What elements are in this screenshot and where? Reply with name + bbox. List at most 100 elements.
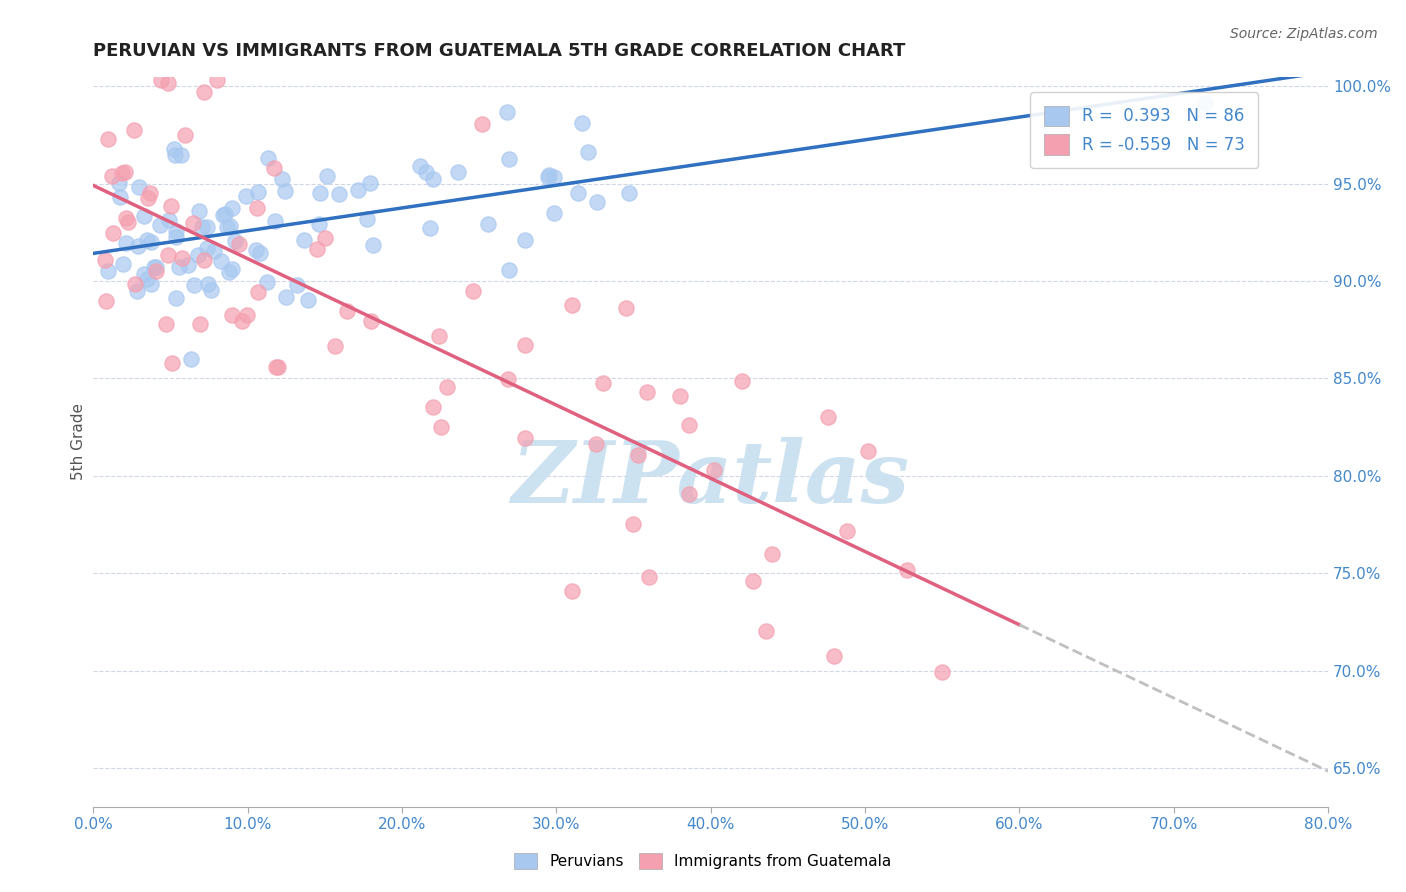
Point xyxy=(270,172,292,186)
Point xyxy=(592,376,614,390)
Point xyxy=(247,185,270,199)
Point xyxy=(193,253,215,268)
Point xyxy=(145,260,167,274)
Point xyxy=(567,186,589,201)
Point xyxy=(163,142,186,156)
Point xyxy=(638,570,661,584)
Point xyxy=(323,339,346,353)
Point xyxy=(160,356,183,370)
Point xyxy=(180,351,202,366)
Point xyxy=(165,225,187,239)
Point xyxy=(167,260,190,274)
Point xyxy=(143,260,166,275)
Point xyxy=(155,317,177,331)
Text: ZIPatlas: ZIPatlas xyxy=(512,436,910,520)
Point xyxy=(221,262,243,277)
Point xyxy=(1194,95,1216,110)
Point xyxy=(183,277,205,292)
Point xyxy=(561,298,583,312)
Point xyxy=(97,132,120,146)
Point xyxy=(543,170,565,185)
Point xyxy=(141,277,163,291)
Point xyxy=(114,165,136,179)
Point xyxy=(703,463,725,477)
Point xyxy=(122,123,145,137)
Point xyxy=(235,188,257,202)
Point xyxy=(117,215,139,229)
Point xyxy=(165,148,187,162)
Legend: Peruvians, Immigrants from Guatemala: Peruvians, Immigrants from Guatemala xyxy=(508,847,898,875)
Point xyxy=(498,263,520,277)
Point xyxy=(359,176,381,190)
Point xyxy=(274,290,297,304)
Point xyxy=(200,283,222,297)
Point xyxy=(134,267,156,281)
Point xyxy=(212,208,235,222)
Point xyxy=(422,400,444,414)
Point xyxy=(177,258,200,272)
Point xyxy=(515,234,537,248)
Point xyxy=(209,253,232,268)
Point xyxy=(308,186,330,201)
Point xyxy=(285,278,308,293)
Point xyxy=(858,444,880,458)
Point xyxy=(224,234,246,248)
Point xyxy=(409,159,432,173)
Point xyxy=(314,231,336,245)
Point xyxy=(346,183,368,197)
Point xyxy=(263,161,285,176)
Point xyxy=(817,410,839,425)
Point xyxy=(195,241,218,255)
Point xyxy=(128,180,150,194)
Point xyxy=(215,219,238,234)
Point xyxy=(576,145,599,160)
Y-axis label: 5th Grade: 5th Grade xyxy=(72,403,86,480)
Point xyxy=(308,217,330,231)
Point xyxy=(619,186,641,201)
Point xyxy=(264,214,287,228)
Point xyxy=(360,314,382,328)
Point xyxy=(678,417,700,432)
Point xyxy=(141,235,163,249)
Point xyxy=(136,271,159,285)
Point xyxy=(436,380,458,394)
Point xyxy=(571,116,593,130)
Point xyxy=(755,624,778,639)
Point xyxy=(427,329,450,343)
Point xyxy=(170,251,193,265)
Point xyxy=(127,239,149,253)
Point xyxy=(115,235,138,250)
Point xyxy=(515,431,537,445)
Point xyxy=(678,487,700,501)
Point xyxy=(125,284,148,298)
Point xyxy=(614,301,637,315)
Point xyxy=(110,190,132,204)
Point xyxy=(221,201,243,215)
Point xyxy=(188,318,211,332)
Point xyxy=(419,221,441,235)
Point xyxy=(336,304,359,318)
Point xyxy=(193,85,215,99)
Point xyxy=(267,359,290,374)
Point xyxy=(197,277,219,291)
Point xyxy=(496,104,519,119)
Point xyxy=(97,264,120,278)
Point xyxy=(228,237,250,252)
Point xyxy=(257,151,280,165)
Point xyxy=(115,211,138,226)
Point xyxy=(245,243,267,257)
Point xyxy=(246,201,269,215)
Point xyxy=(236,308,259,322)
Point xyxy=(561,583,583,598)
Point xyxy=(159,213,181,227)
Point xyxy=(823,649,845,664)
Point xyxy=(515,338,537,352)
Point xyxy=(181,216,204,230)
Point xyxy=(160,199,183,213)
Point xyxy=(157,76,180,90)
Point xyxy=(585,436,607,450)
Point xyxy=(637,384,659,399)
Point xyxy=(742,574,765,588)
Point xyxy=(463,284,485,298)
Point xyxy=(136,191,159,205)
